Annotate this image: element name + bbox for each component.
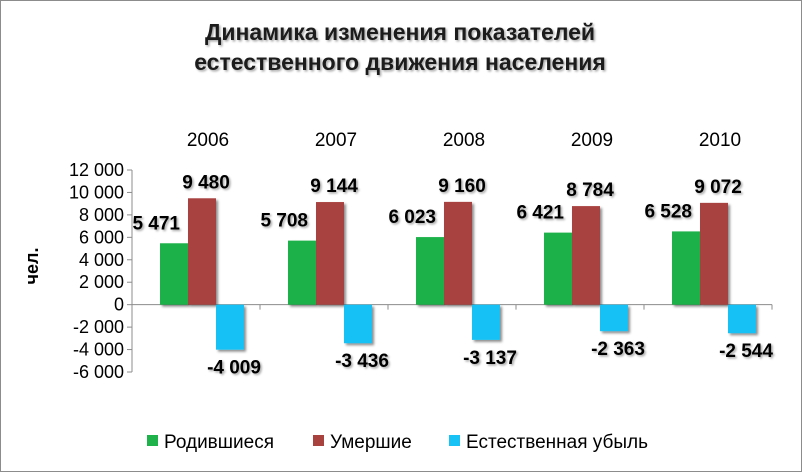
y-tick-label: -4 000	[73, 340, 124, 360]
bar	[672, 231, 700, 305]
data-label: 6 528	[644, 201, 692, 222]
y-tick-label: 0	[114, 295, 124, 315]
data-label: 9 072	[694, 177, 742, 198]
data-label: 6 421	[516, 203, 564, 224]
legend-swatch	[313, 435, 324, 446]
bar	[216, 304, 244, 350]
bar	[600, 304, 628, 332]
data-label: 9 160	[438, 176, 486, 197]
category-label: 2006	[187, 130, 229, 151]
bar	[472, 304, 500, 340]
category-label: 2007	[315, 130, 357, 151]
data-label: 5 471	[132, 213, 180, 234]
data-label: -3 137	[463, 348, 517, 369]
bar	[160, 243, 188, 305]
bar	[700, 202, 728, 305]
data-label: 5 708	[260, 211, 308, 232]
y-tick-label: 10 000	[69, 182, 124, 202]
legend-label: Умершие	[330, 432, 412, 453]
chart-title-line-2: естественного движения населения	[194, 49, 606, 75]
data-label: -3 436	[335, 351, 389, 372]
y-tick-label: -2 000	[73, 317, 124, 337]
chart-title-line-1: Динамика изменения показателей	[205, 19, 595, 45]
data-label: 9 144	[310, 176, 358, 197]
bar	[288, 240, 316, 305]
category-label: 2008	[443, 130, 485, 151]
y-tick-label: 8 000	[79, 205, 124, 225]
y-tick-label: 6 000	[79, 227, 124, 247]
bars	[160, 198, 756, 350]
data-label: -4 009	[207, 358, 261, 379]
y-tick-label: 2 000	[79, 272, 124, 292]
bar	[572, 206, 600, 305]
y-tick-label: 4 000	[79, 250, 124, 270]
category-label: 2010	[699, 130, 741, 151]
bar	[188, 198, 216, 305]
y-tick-label: -6 000	[73, 362, 124, 382]
bar	[344, 304, 372, 344]
y-axis-label: чел.	[22, 248, 42, 285]
chart-title: Динамика изменения показателей естествен…	[194, 19, 606, 75]
legend-item: Умершие	[313, 432, 412, 453]
legend-item: Родившиеся	[147, 432, 274, 453]
bar	[316, 202, 344, 305]
data-label: 8 784	[566, 180, 614, 201]
bar	[444, 201, 472, 305]
legend-swatch	[449, 435, 460, 446]
y-tick-label: 12 000	[69, 160, 124, 180]
legend-label: Родившиеся	[164, 432, 274, 453]
category-labels: 2006 2007 2008 2009 2010	[187, 130, 741, 151]
legend-label: Естественная убыль	[466, 432, 648, 453]
legend-swatch	[147, 435, 158, 446]
bar	[728, 304, 756, 334]
data-label: 6 023	[388, 207, 436, 228]
category-label: 2009	[571, 130, 613, 151]
bar	[416, 237, 444, 305]
data-label: -2 363	[591, 339, 645, 360]
data-labels: 5 471 5 708 6 023 6 421 6 528 9 480 9 144 9 160…	[132, 172, 773, 378]
data-label: 9 480	[182, 172, 230, 193]
bar	[544, 232, 572, 305]
legend: Родившиеся Умершие Естественная убыль	[147, 432, 648, 453]
legend-item: Естественная убыль	[449, 432, 648, 453]
data-label: -2 544	[719, 341, 773, 362]
